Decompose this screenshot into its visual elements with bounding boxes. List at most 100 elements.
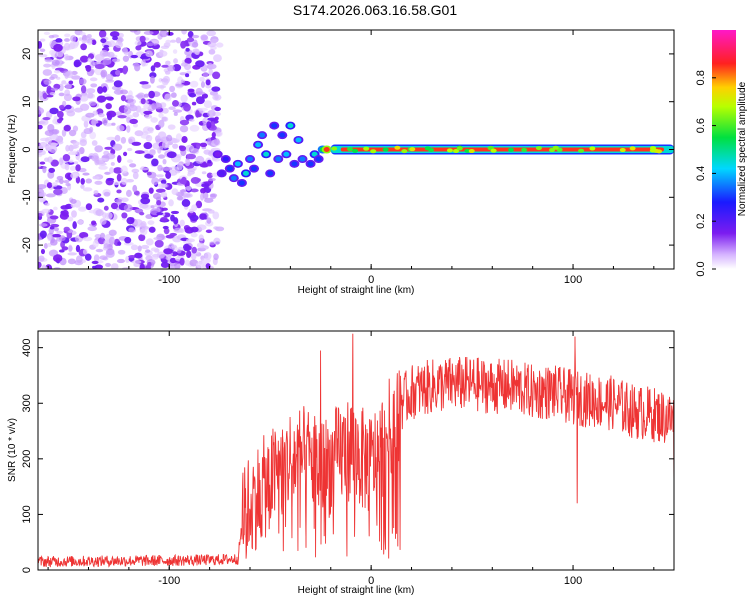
spec-ytick-label: 10 [21,96,33,108]
spectrogram-noise-blob [86,88,96,94]
spectrogram-noise-blob [132,184,138,193]
spectrogram-noise-blob [211,38,219,43]
spectrogram-noise-blob [120,165,128,174]
spectrogram-noise-blob [39,230,47,239]
spectrogram-noise-blob [102,86,108,93]
spectrogram-noise-blob [69,41,79,49]
spectrogram-noise-blob [212,71,221,80]
spectrogram-noise-blob [139,263,145,269]
spectrogram-noise-blob [106,177,115,181]
spectrogram-noise-blob [161,207,168,211]
spectrogram-noise-blob [95,248,104,253]
spectrogram-noise-blob [104,171,111,175]
spectrogram-noise-blob [169,85,176,93]
spectrogram-noise-blob [39,161,46,165]
spectrogram-noise-blob [188,118,195,122]
spectrogram-noise-blob [195,200,203,209]
spectrogram-carrier-bump [382,147,389,152]
spectrogram-noise-blob [38,124,43,130]
spectrogram-noise-blob [130,244,139,251]
spectrogram-carrier-bump [589,146,596,151]
spectrogram-noise-blob [84,253,92,261]
spectrogram-noise-blob [126,125,131,133]
spectrogram-noise-blob [94,158,100,166]
spectrogram-noise-blob [143,141,153,150]
spectrogram-transition-blob [271,123,278,129]
spectrogram-noise-blob [178,228,185,233]
spectrogram-noise-blob [98,112,105,118]
spectrogram-noise-blob [192,48,200,54]
spectrogram-noise-blob [49,226,55,230]
spectrogram-carrier-bump [363,146,370,151]
spectrogram-noise-blob [202,117,208,125]
spectrogram-noise-blob [96,61,101,65]
spectrogram-transition-blob [230,175,237,181]
spectrogram-noise-blob [111,58,121,63]
spectrogram-noise-blob [85,35,91,44]
spectrogram-carrier-bump [409,147,416,152]
spectrogram-noise-blob [143,103,153,110]
spectrogram-noise-blob [124,236,132,244]
spectrogram-noise-blob [47,123,55,132]
spectrogram-noise-blob [51,182,58,187]
spectrogram-noise-blob [53,227,59,232]
spectrogram-noise-blob [79,55,89,63]
spectrogram-noise-blob [97,162,107,166]
spectrogram-noise-blob [150,75,155,84]
spectrogram-noise-blob [70,202,77,208]
spectrogram-noise-blob [49,91,56,96]
spectrogram-transition-blob [226,166,233,172]
spectrogram-carrier-bump [619,148,626,153]
spectrogram-noise-blob [63,180,70,184]
spectrogram-noise-blob [185,159,190,164]
spectrogram-noise-blob [56,175,64,181]
spectrogram-noise-blob [150,65,156,72]
spectrogram-transition-blob [267,170,274,176]
spectrogram-noise-blob [61,80,67,85]
spectrogram-noise-blob [58,235,66,242]
spectrogram-noise-blob [112,35,118,41]
spectrogram-noise-blob [156,212,164,216]
spectrogram-noise-blob [53,43,63,52]
spectrogram-noise-blob [204,197,214,203]
spectrogram-noise-blob [60,205,70,210]
spectrogram-noise-blob [134,252,143,259]
spectrogram-noise-blob [65,144,70,152]
spectrogram-noise-blob [43,79,52,85]
spectrogram-noise-blob [176,162,183,171]
spectrogram-noise-blob [110,161,115,166]
spectrogram-noise-blob [190,188,199,193]
spectrogram-noise-blob [89,77,98,82]
spectrogram-noise-blob [45,193,56,198]
spectrogram-noise-blob [161,77,169,86]
spectrogram-noise-blob [104,146,113,150]
spectrogram-noise-blob [151,40,159,44]
spectrogram-noise-blob [174,262,181,269]
spectrogram-noise-blob [180,94,188,103]
spectrogram-noise-blob [126,179,135,183]
spectrogram-noise-blob [125,95,134,100]
spectrogram-noise-blob [92,265,97,269]
spectrogram-noise-blob [72,96,81,102]
spectrogram-noise-blob [156,85,167,89]
spectrogram-noise-blob [186,153,197,160]
spectrogram-noise-blob [123,107,132,115]
spectrogram-noise-blob [53,188,63,196]
spectrogram-noise-blob [39,48,46,53]
spectrogram-noise-blob [38,40,43,49]
spectrogram-noise-blob [171,137,177,143]
spectrogram-noise-blob [103,205,109,211]
spectrogram-noise-blob [38,184,47,190]
spectrogram-noise-blob [105,103,112,110]
spectrogram-noise-blob [196,142,201,150]
spectrogram-carrier-bump [552,145,559,150]
spectrogram-noise-blob [68,80,74,85]
spectrogram-noise-blob [56,110,64,118]
spectrogram-noise-blob [64,163,70,171]
spectrogram-noise-blob [104,96,114,101]
spectrogram-noise-blob [171,244,177,249]
spectrogram-noise-blob [145,238,154,246]
spectrogram-noise-blob [129,118,138,125]
spectrogram-noise-blob [161,64,169,68]
spectrogram-noise-blob [145,249,151,253]
